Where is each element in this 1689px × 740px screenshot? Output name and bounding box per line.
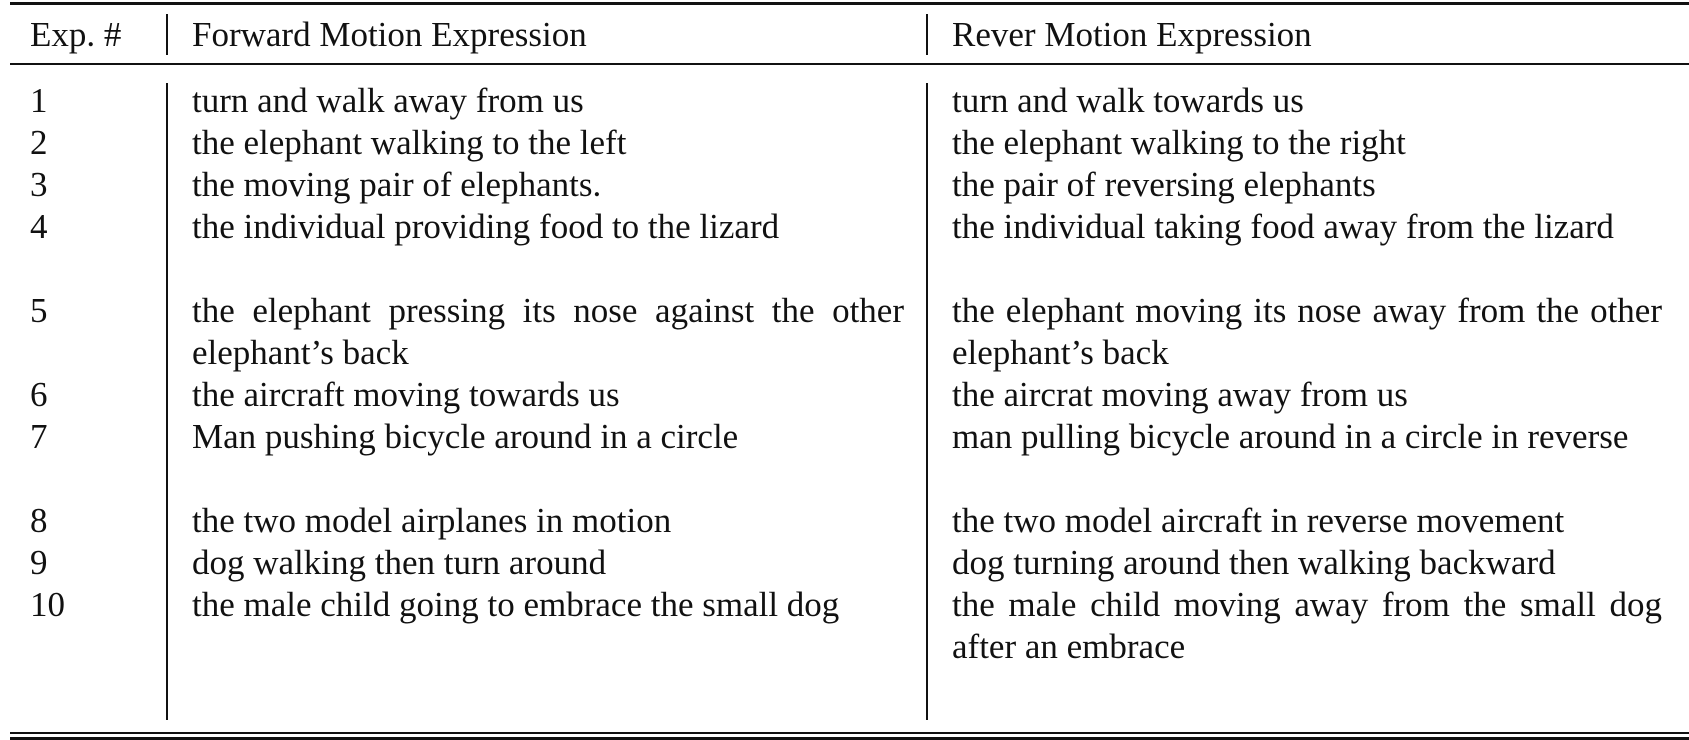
column-divider-1-header bbox=[166, 14, 168, 55]
cell-forward-expression: the male child going to embrace the smal… bbox=[192, 585, 840, 624]
table-row: 6 the aircraft moving towards us the aircr… bbox=[0, 374, 1689, 416]
cell-exp-number: 3 bbox=[30, 165, 48, 204]
cell-reverse-expression: the aircrat moving away from us bbox=[952, 375, 1408, 414]
table-row: 7 Man pushing bicycle around in a circle m… bbox=[0, 416, 1689, 500]
cell-reverse-expression: the individual taking food away from the… bbox=[952, 207, 1614, 246]
column-divider-2-body bbox=[926, 83, 928, 720]
table-row: 8 the two model airplanes in motion the tw… bbox=[0, 500, 1689, 542]
cell-reverse-expression: the elephant moving its nose away from t… bbox=[952, 291, 1662, 372]
cell-exp-number: 5 bbox=[30, 291, 48, 330]
header-exp-number: Exp. # bbox=[30, 15, 122, 54]
cell-exp-number: 8 bbox=[30, 501, 48, 540]
cell-forward-expression: Man pushing bicycle around in a circle bbox=[192, 417, 739, 456]
table-row: 2 the elephant walking to the left the ele… bbox=[0, 122, 1689, 164]
cell-forward-expression: the elephant walking to the left bbox=[192, 123, 627, 162]
cell-reverse-expression: dog turning around then walking backward bbox=[952, 543, 1556, 582]
cell-reverse-expression: the male child moving away from the smal… bbox=[952, 585, 1662, 666]
cell-forward-expression: the moving pair of elephants. bbox=[192, 165, 602, 204]
cell-exp-number: 10 bbox=[30, 585, 65, 624]
table-row: 1 turn and walk away from us turn and walk… bbox=[0, 80, 1689, 122]
bottom-rule-inner bbox=[10, 732, 1689, 734]
cell-exp-number: 6 bbox=[30, 375, 48, 414]
cell-reverse-expression: the pair of reversing elephants bbox=[952, 165, 1376, 204]
table-row: 10 the male child going to embrace the sm… bbox=[0, 584, 1689, 668]
cell-exp-number: 1 bbox=[30, 81, 48, 120]
cell-exp-number: 2 bbox=[30, 123, 48, 162]
cell-reverse-expression: the elephant walking to the right bbox=[952, 123, 1406, 162]
cell-reverse-expression: turn and walk towards us bbox=[952, 81, 1304, 120]
top-rule bbox=[10, 2, 1689, 5]
header-reverse-expression: Rever Motion Expression bbox=[952, 15, 1312, 54]
cell-exp-number: 4 bbox=[30, 207, 48, 246]
cell-forward-expression: the two model airplanes in motion bbox=[192, 501, 672, 540]
table-row: 9 dog walking then turn around dog turning… bbox=[0, 542, 1689, 584]
cell-forward-expression: the individual providing food to the liz… bbox=[192, 207, 780, 246]
cell-exp-number: 9 bbox=[30, 543, 48, 582]
cell-exp-number: 7 bbox=[30, 417, 48, 456]
header-rule bbox=[10, 63, 1689, 65]
column-divider-1-body bbox=[166, 83, 168, 720]
table-row: 3 the moving pair of elephants. the pair o… bbox=[0, 164, 1689, 206]
table-header-row: Exp. # Forward Motion Expression Rever M… bbox=[0, 10, 1689, 60]
cell-forward-expression: the elephant pressing its nose against t… bbox=[192, 291, 904, 372]
table-row: 4 the individual providing food to the li… bbox=[0, 206, 1689, 290]
bottom-rule-outer bbox=[10, 737, 1689, 740]
cell-forward-expression: dog walking then turn around bbox=[192, 543, 607, 582]
header-forward-expression: Forward Motion Expression bbox=[192, 15, 587, 54]
cell-reverse-expression: the two model aircraft in reverse moveme… bbox=[952, 501, 1565, 540]
cell-reverse-expression: man pulling bicycle around in a circle i… bbox=[952, 417, 1629, 456]
table-row: 5 the elephant pressing its nose against … bbox=[0, 290, 1689, 374]
cell-forward-expression: turn and walk away from us bbox=[192, 81, 584, 120]
table-body: 1 turn and walk away from us turn and walk… bbox=[0, 80, 1689, 668]
cell-forward-expression: the aircraft moving towards us bbox=[192, 375, 620, 414]
column-divider-2-header bbox=[926, 14, 928, 55]
